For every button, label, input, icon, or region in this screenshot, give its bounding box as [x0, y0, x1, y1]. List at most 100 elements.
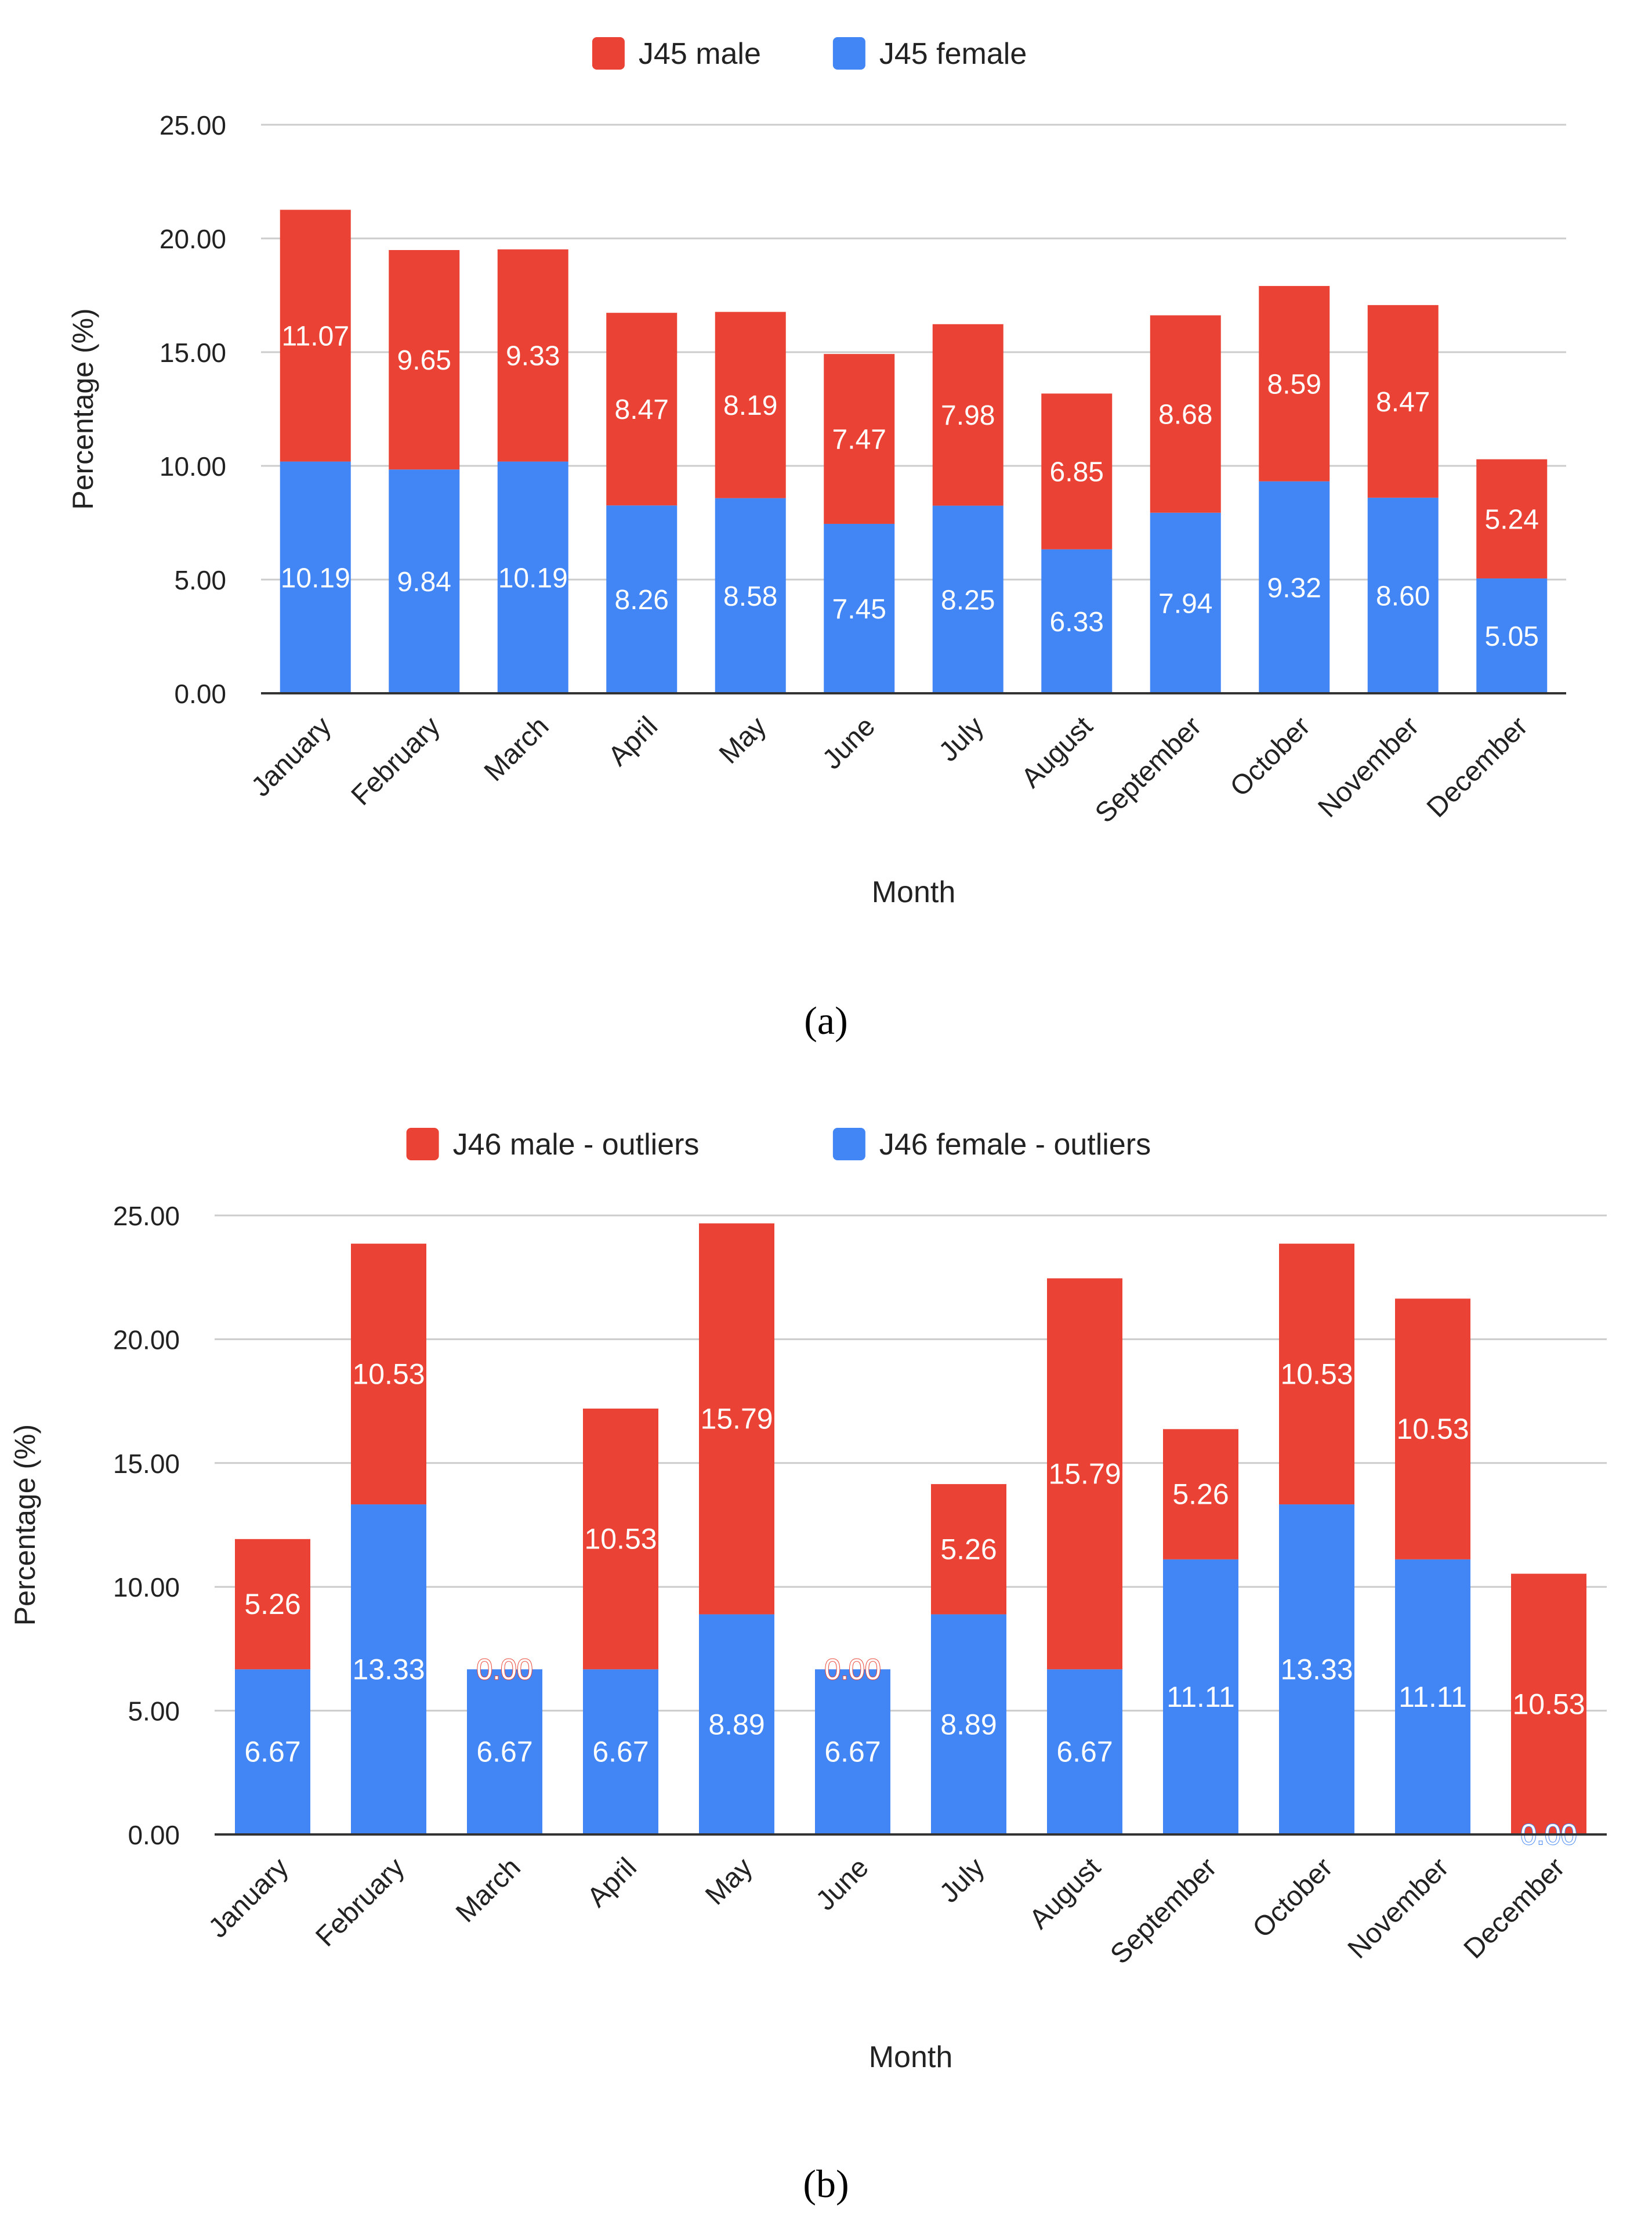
legend-swatch — [832, 1128, 865, 1160]
legend: J46 male - outliers J46 female - outliers — [406, 1128, 1151, 1161]
data-labels: 10.19 11.07 9.84 9.65 10.19 9.33 8.26 8.47 8.58 8… — [280, 321, 1539, 653]
x-tick-label: January — [203, 1852, 295, 1944]
y-tick-label: 5.00 — [128, 1696, 180, 1727]
bars — [280, 209, 1548, 693]
y-axis-title: Percentage (%) — [9, 1424, 41, 1626]
x-tick-label: January — [245, 711, 337, 802]
chart-b: J46 male - outliers J46 female - outliers… — [9, 1128, 1607, 2074]
data-label: 0.00 — [824, 1653, 881, 1685]
panel-label-a: (a) — [804, 998, 848, 1043]
legend-item: J45 female — [832, 37, 1027, 71]
bar-segment — [497, 249, 568, 462]
x-tick-label: February — [346, 711, 446, 811]
data-label: 8.25 — [941, 585, 995, 616]
panel-label-b: (b) — [803, 2162, 849, 2206]
data-label: 9.84 — [397, 567, 451, 598]
bar-segment — [1163, 1429, 1238, 1559]
x-axis-ticks: January February March April May June July Augu… — [203, 1852, 1571, 1970]
data-label: 5.26 — [1172, 1478, 1229, 1511]
y-tick-label: 25.00 — [160, 110, 226, 140]
bar-segment — [606, 313, 678, 506]
bar-segment — [932, 505, 1003, 693]
data-label: 7.47 — [832, 425, 886, 455]
x-tick-label: December — [1421, 711, 1534, 823]
data-label: 6.67 — [592, 1736, 649, 1768]
bar-segment — [824, 523, 895, 693]
data-label: 10.19 — [498, 563, 568, 594]
data-label: 6.67 — [1056, 1736, 1113, 1768]
y-tick-label: 15.00 — [113, 1449, 180, 1479]
legend-item: J46 male - outliers — [406, 1128, 699, 1161]
bar-segment — [235, 1539, 310, 1670]
data-label: 7.94 — [1158, 588, 1212, 619]
data-label: 8.47 — [1376, 387, 1430, 418]
x-tick-label: June — [817, 711, 881, 775]
data-label: 5.24 — [1485, 504, 1539, 535]
bar-segment — [583, 1408, 658, 1670]
data-label: 11.07 — [281, 321, 349, 352]
bar-segment — [1279, 1504, 1354, 1834]
bar-segment — [931, 1614, 1006, 1834]
bar-segment — [1511, 1573, 1586, 1834]
data-label: 9.33 — [506, 341, 560, 372]
data-label: 15.79 — [1048, 1457, 1121, 1490]
x-axis-title: Month — [869, 2040, 953, 2074]
bar-segment — [1150, 512, 1221, 693]
x-axis-title: Month — [872, 875, 956, 909]
x-tick-label: April — [581, 1852, 642, 1913]
bar-segment — [715, 312, 786, 498]
data-label: 8.89 — [708, 1708, 765, 1740]
y-tick-label: 0.00 — [128, 1820, 180, 1850]
data-label: 8.19 — [723, 390, 777, 421]
x-tick-label: August — [1024, 1852, 1107, 1935]
bar-segment — [280, 209, 351, 462]
x-tick-label: June — [810, 1852, 875, 1916]
bar-segment — [1279, 1243, 1354, 1505]
legend-item: J45 male — [592, 37, 761, 71]
data-label: 10.53 — [352, 1358, 425, 1390]
bar-segment — [351, 1504, 426, 1834]
data-label: 13.33 — [352, 1653, 425, 1686]
data-label: 8.89 — [940, 1708, 997, 1740]
bar-segment — [351, 1243, 426, 1505]
data-label: 6.33 — [1050, 607, 1104, 638]
y-axis-ticks: 0.00 5.00 10.00 15.00 20.00 25.00 — [113, 1201, 180, 1850]
x-tick-label: September — [1104, 1852, 1223, 1970]
data-label: 8.58 — [723, 581, 777, 612]
data-label: 6.85 — [1050, 457, 1104, 488]
data-label: 9.32 — [1267, 573, 1321, 603]
bar-segment — [389, 469, 460, 693]
bar-segment — [235, 1669, 310, 1834]
x-tick-label: September — [1089, 711, 1208, 829]
bar-segment — [1041, 393, 1113, 549]
data-label: 7.45 — [832, 594, 886, 625]
y-tick-label: 20.00 — [160, 224, 226, 254]
x-tick-label: July — [934, 1852, 991, 1909]
data-label: 10.19 — [281, 563, 350, 594]
x-tick-label: December — [1458, 1852, 1571, 1964]
gridlines — [261, 124, 1566, 581]
legend: J45 male J45 female — [592, 37, 1027, 71]
y-axis-title: Percentage (%) — [67, 308, 99, 509]
data-label: 15.79 — [700, 1403, 773, 1435]
y-tick-label: 25.00 — [113, 1201, 180, 1231]
bar-segment — [497, 461, 568, 693]
legend-swatch — [832, 37, 865, 70]
bar-segment — [583, 1669, 658, 1834]
bars — [235, 1223, 1586, 1834]
bar-segment — [1367, 497, 1439, 693]
x-tick-label: July — [933, 711, 990, 768]
legend-item: J46 female - outliers — [832, 1128, 1151, 1161]
data-label: 8.59 — [1267, 369, 1321, 400]
data-label: 8.26 — [615, 585, 669, 616]
bar-segment — [1259, 285, 1330, 482]
data-label: 11.11 — [1166, 1681, 1235, 1713]
bar-segment — [699, 1614, 774, 1834]
bar-segment — [715, 498, 786, 693]
y-tick-label: 5.00 — [174, 565, 226, 595]
y-axis-ticks: 0.00 5.00 10.00 15.00 20.00 25.00 — [160, 110, 226, 709]
bar-segment — [606, 505, 678, 693]
x-tick-label: October — [1247, 1852, 1339, 1944]
data-label: 6.67 — [244, 1736, 300, 1768]
bar-segment — [1041, 549, 1113, 693]
